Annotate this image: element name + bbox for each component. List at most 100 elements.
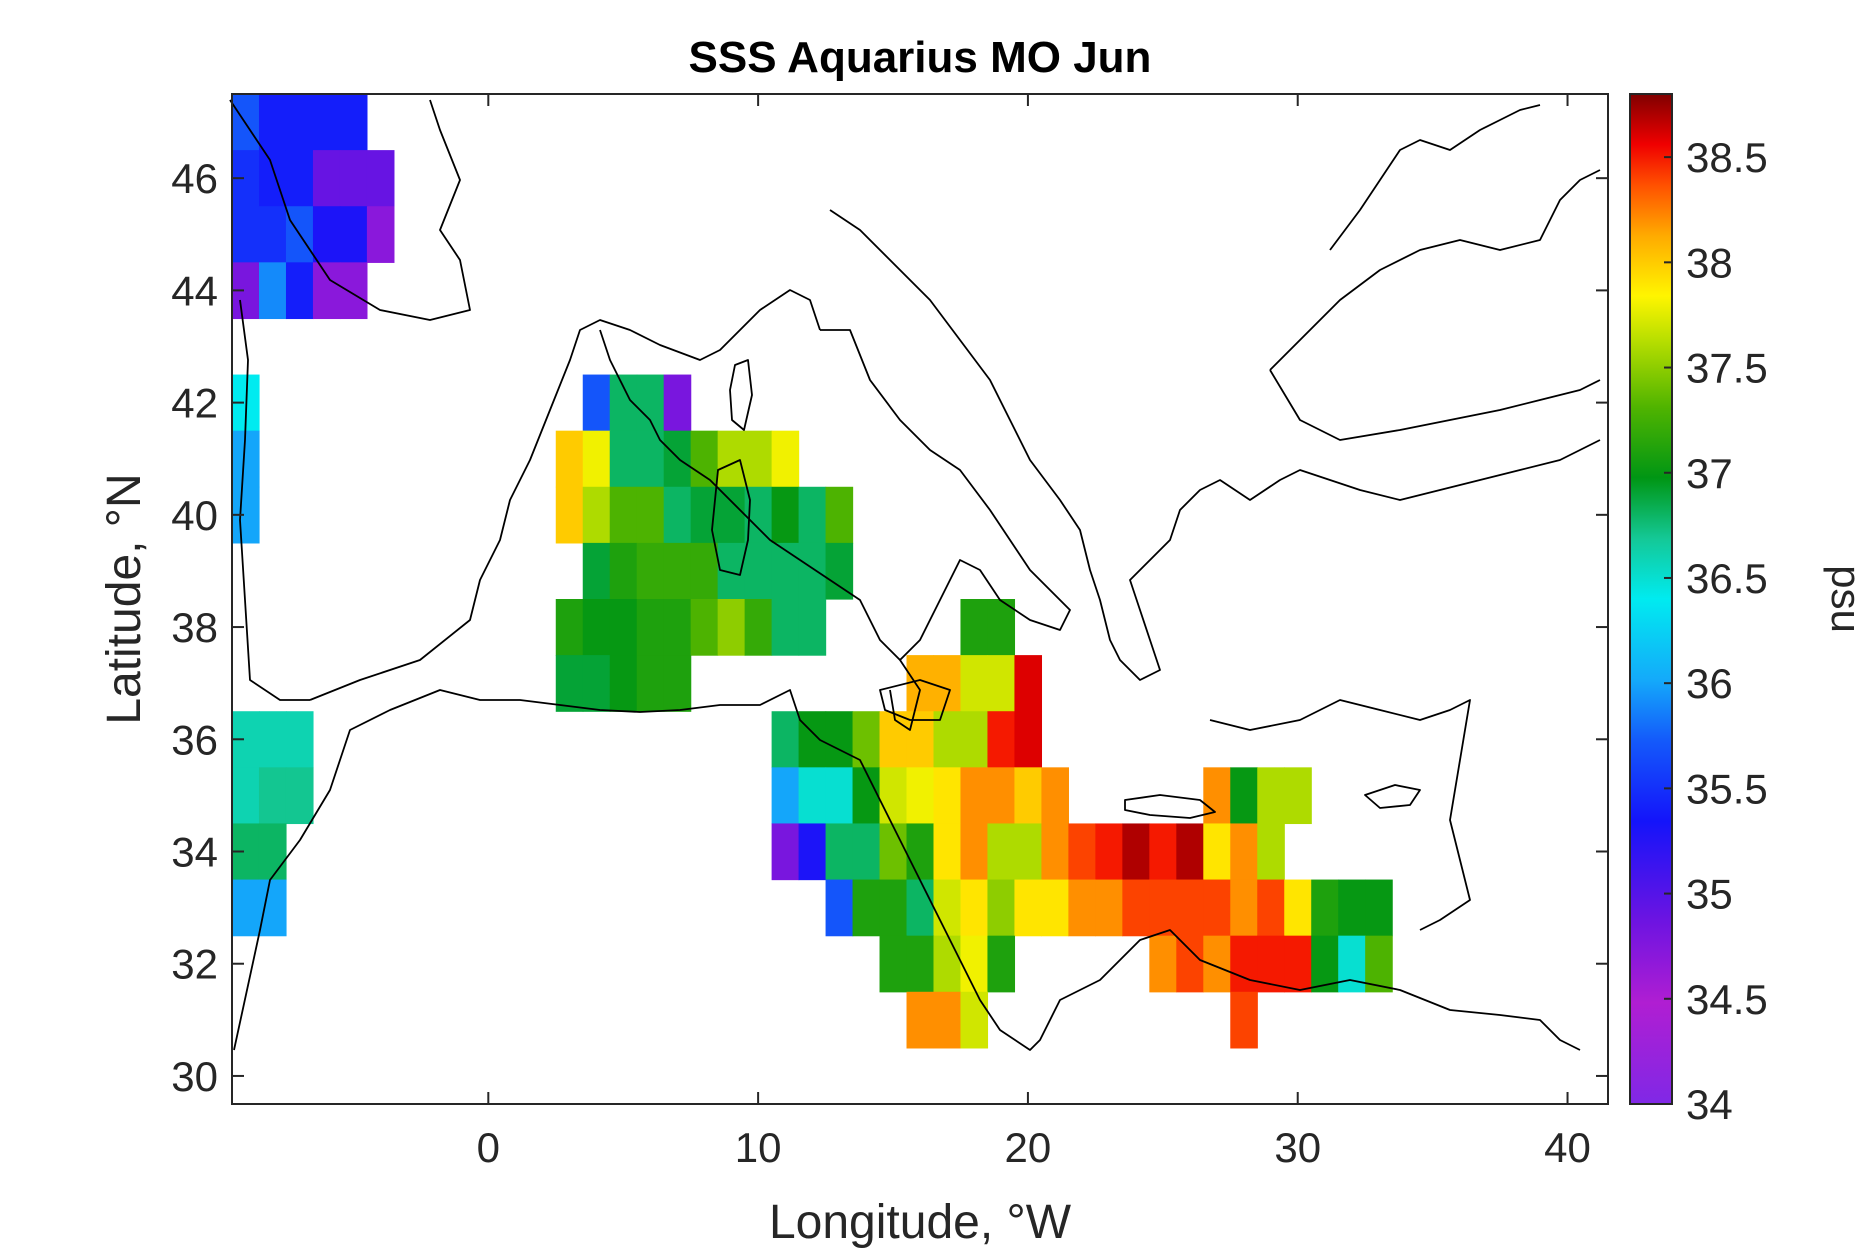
sss-cell — [1095, 879, 1123, 937]
coastline-sardinia — [711, 459, 751, 576]
sss-cell — [1284, 935, 1312, 993]
sss-cell — [987, 599, 1016, 656]
colorbar-tick-label: 35.5 — [1686, 765, 1768, 812]
x-axis-label: Longitude, °W — [769, 1196, 1072, 1249]
sss-cell — [717, 599, 746, 656]
sss-cell — [852, 767, 881, 825]
sss-cell — [1068, 823, 1096, 881]
chart-title: SSS Aquarius MO Jun — [689, 33, 1152, 82]
sss-cell — [636, 655, 665, 712]
colorbar-tick-label: 38 — [1686, 239, 1733, 286]
sss-cell — [1041, 767, 1069, 825]
sss-cell — [366, 206, 395, 263]
sss-cell — [906, 991, 935, 1049]
sss-cell — [1041, 879, 1069, 937]
sss-cell — [771, 486, 800, 544]
sss-cell — [825, 823, 854, 881]
sss-cell — [285, 767, 314, 825]
sss-cell — [582, 430, 611, 488]
sss-cell — [285, 262, 314, 320]
sss-cell — [879, 711, 908, 768]
sss-cell — [312, 206, 341, 263]
sss-cell — [636, 486, 665, 544]
sss-cell — [798, 486, 827, 544]
sss-cell — [1257, 767, 1285, 825]
sss-cell — [285, 711, 314, 768]
sss-cell — [1014, 655, 1043, 712]
sss-cell — [609, 486, 638, 544]
coastline-balkans — [829, 209, 1601, 681]
x-tick-label: 40 — [1544, 1124, 1591, 1171]
sss-cell — [960, 767, 989, 825]
sss-cell — [582, 655, 611, 712]
sss-cell — [339, 94, 368, 151]
y-axis-label: Latitude, °N — [98, 473, 151, 724]
sss-cell — [663, 430, 692, 488]
colorbar-tick-label: 38.5 — [1686, 134, 1768, 181]
sss-cell — [798, 823, 827, 881]
sss-cell — [717, 430, 746, 488]
sss-cell — [744, 542, 773, 600]
sss-cell — [609, 599, 638, 656]
sss-cell — [987, 879, 1016, 937]
x-tick-label: 10 — [735, 1124, 782, 1171]
sss-cell — [1149, 823, 1177, 881]
sss-cell — [663, 374, 692, 432]
x-tick-label: 20 — [1005, 1124, 1052, 1171]
sss-cell — [232, 767, 260, 825]
colorbar-tick-label: 36 — [1686, 660, 1733, 707]
sss-cell — [1365, 935, 1393, 993]
sss-cell — [960, 879, 989, 937]
sss-cell — [798, 599, 827, 656]
sss-cell — [1230, 823, 1258, 881]
sss-cell — [852, 823, 881, 881]
coastline-corsica — [729, 359, 753, 431]
sss-cell — [1203, 935, 1231, 993]
sss-cell — [879, 879, 908, 937]
coastline-italy-heel — [889, 659, 921, 731]
sss-cell — [1176, 935, 1204, 993]
sss-cell — [1230, 879, 1258, 937]
colorbar-tick-label: 35 — [1686, 871, 1733, 918]
sss-cell — [663, 655, 692, 712]
sss-cell — [933, 991, 962, 1049]
sss-cell — [798, 767, 827, 825]
sss-cell — [960, 935, 989, 993]
sss-cell — [1122, 879, 1150, 937]
sss-cell — [987, 935, 1016, 993]
sss-cell — [582, 486, 611, 544]
sss-cell — [1230, 767, 1258, 825]
sss-cell — [1014, 823, 1043, 881]
sss-cell — [555, 599, 584, 656]
sss-cell — [852, 879, 881, 937]
sss-cell — [1149, 879, 1177, 937]
sss-cell — [609, 655, 638, 712]
sss-cell — [933, 879, 962, 937]
sss-cell — [609, 542, 638, 600]
sss-cell — [987, 655, 1016, 712]
sss-cell — [258, 767, 287, 825]
sss-cell — [1203, 823, 1231, 881]
sss-cell — [771, 711, 800, 768]
y-tick-label: 38 — [171, 604, 218, 651]
coastline-black-sea — [1269, 104, 1601, 441]
coastline-layer — [229, 99, 1601, 1051]
y-tick-label: 36 — [171, 716, 218, 763]
x-tick-label: 30 — [1274, 1124, 1321, 1171]
sss-cell — [825, 767, 854, 825]
sss-cell — [258, 879, 287, 937]
sss-cell — [1014, 767, 1043, 825]
coastline-crete — [1124, 794, 1216, 819]
sss-cell — [258, 94, 287, 151]
sss-cell — [636, 599, 665, 656]
coastline-portugal — [239, 299, 310, 701]
sss-cell — [232, 206, 260, 263]
colorbar-tick-label: 36.5 — [1686, 555, 1768, 602]
sss-cell — [906, 767, 935, 825]
sss-cell — [663, 486, 692, 544]
colorbar-label: psu — [1823, 565, 1870, 633]
sss-cell — [987, 767, 1016, 825]
sss-cell — [1122, 823, 1150, 881]
sss-cell — [933, 767, 962, 825]
sss-cell — [258, 206, 287, 263]
